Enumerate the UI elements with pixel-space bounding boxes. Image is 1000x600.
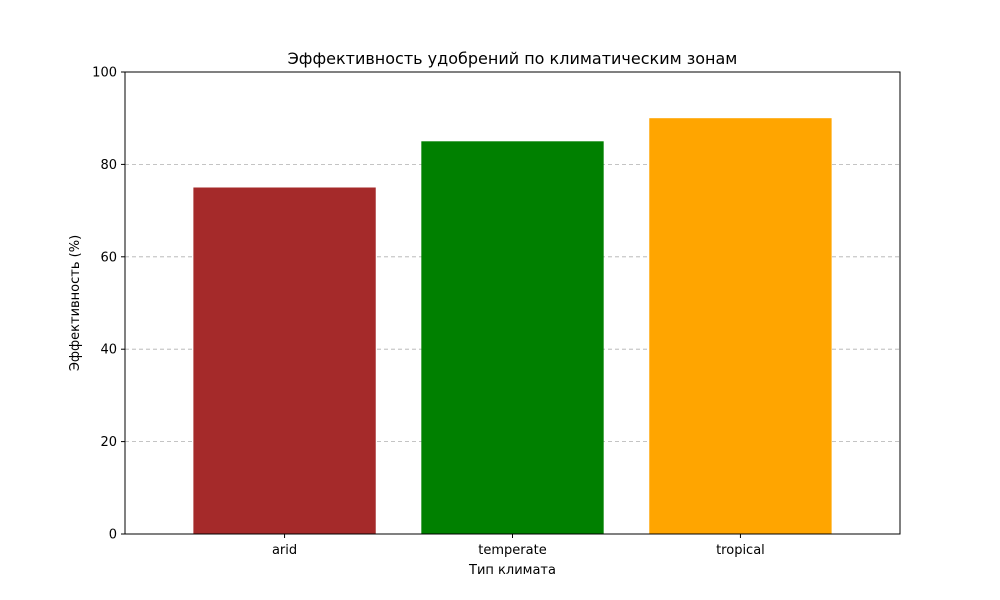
y-tick-label: 100: [92, 66, 117, 81]
x-tick-label-tropical: tropical: [716, 543, 765, 558]
x-tick-label-temperate: temperate: [478, 543, 546, 558]
y-tick-label: 40: [100, 343, 117, 358]
bar-layer: [193, 118, 832, 535]
y-axis: 0 20 40 60 80 100: [92, 66, 125, 543]
x-axis: arid temperate tropical: [272, 534, 765, 558]
y-tick-label: 0: [109, 528, 117, 543]
x-axis-label: Тип климата: [468, 563, 556, 578]
y-tick-label: 80: [100, 158, 117, 173]
bar-arid: [193, 187, 376, 534]
x-tick-label-arid: arid: [272, 543, 297, 558]
chart-title: Эффективность удобрений по климатическим…: [288, 49, 738, 68]
y-tick-label: 60: [100, 250, 117, 265]
bar-temperate: [421, 141, 604, 535]
y-tick-label: 20: [100, 435, 117, 450]
bar-tropical: [649, 118, 832, 534]
y-axis-label: Эффективность (%): [68, 235, 83, 371]
